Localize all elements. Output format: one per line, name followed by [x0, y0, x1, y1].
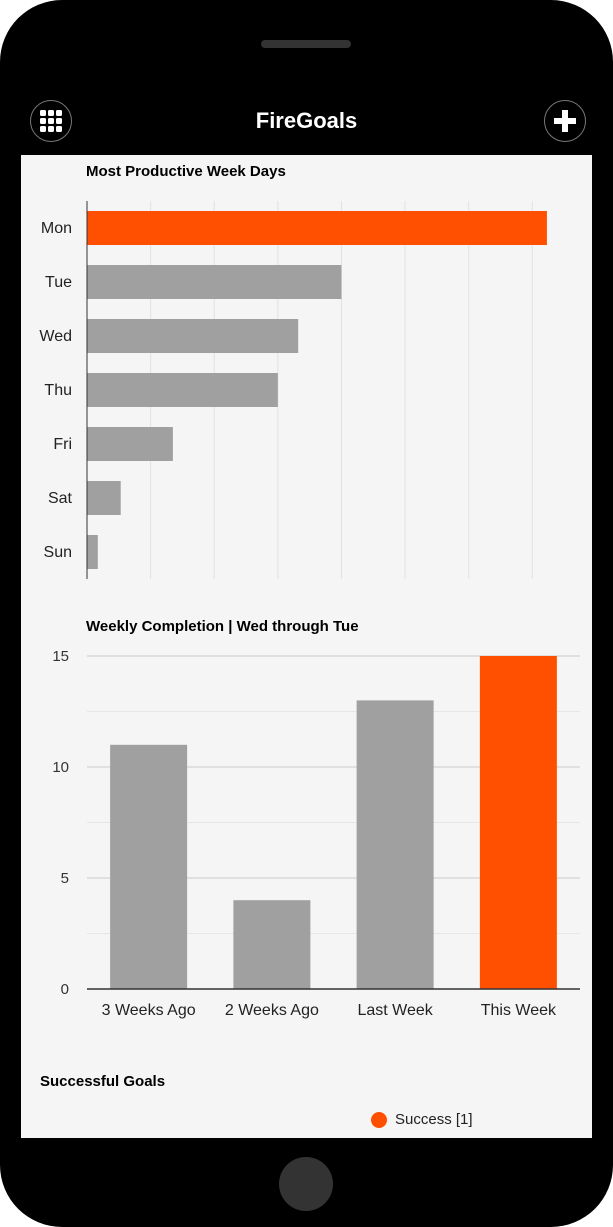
bar-this-week [479, 656, 557, 989]
x-tick-label: 2 Weeks Ago [225, 1002, 319, 1019]
bar-mon [87, 211, 547, 245]
weekday-bar-chart: Mon Tue Wed Thu Fri Sat Sun [39, 201, 547, 579]
category-label: Wed [39, 328, 72, 345]
y-tick-label: 10 [52, 759, 69, 776]
category-label: Tue [45, 274, 72, 291]
bar-sun [87, 535, 98, 569]
bar-thu [87, 373, 278, 407]
speaker [261, 40, 351, 48]
category-label: Thu [44, 382, 72, 399]
x-tick-label: This Week [481, 1002, 557, 1019]
bar-fri [87, 427, 173, 461]
y-tick-label: 15 [52, 648, 69, 665]
bar-tue [87, 265, 342, 299]
x-tick-label: 3 Weeks Ago [102, 1002, 196, 1019]
bar-wed [87, 319, 299, 353]
legend-success: Success [1] [371, 1111, 473, 1128]
bar-sat [87, 481, 121, 515]
weekly-completion-chart: 0 5 10 15 3 Weeks Ago 2 Weeks Ago Last Week Thi… [52, 648, 580, 1019]
menu-button[interactable] [30, 100, 72, 142]
home-button[interactable] [279, 1157, 333, 1211]
chart-title-weekly: Weekly Completion | Wed through Tue [86, 618, 359, 635]
x-tick-label: Last Week [357, 1002, 433, 1019]
category-label: Sun [44, 544, 72, 561]
chart-title-weekdays: Most Productive Week Days [86, 163, 286, 180]
add-button[interactable] [544, 100, 586, 142]
grid-menu-icon [40, 110, 62, 132]
bar-last-week [356, 700, 434, 989]
y-tick-label: 0 [61, 981, 69, 998]
screen: Most Productive Week Days Mon Tue Wed Thu Fr… [21, 155, 592, 1138]
successful-goals-title: Successful Goals [40, 1073, 166, 1090]
bar-3-weeks-ago [110, 744, 188, 989]
category-label: Sat [48, 490, 73, 507]
category-label: Mon [41, 220, 72, 237]
category-label: Fri [53, 436, 72, 453]
bar-2-weeks-ago [233, 900, 311, 989]
plus-icon [554, 110, 576, 132]
y-tick-label: 5 [61, 870, 69, 887]
legend-label: Success [1] [395, 1111, 473, 1128]
legend-dot [371, 1111, 387, 1128]
app-title: FireGoals [255, 108, 358, 133]
